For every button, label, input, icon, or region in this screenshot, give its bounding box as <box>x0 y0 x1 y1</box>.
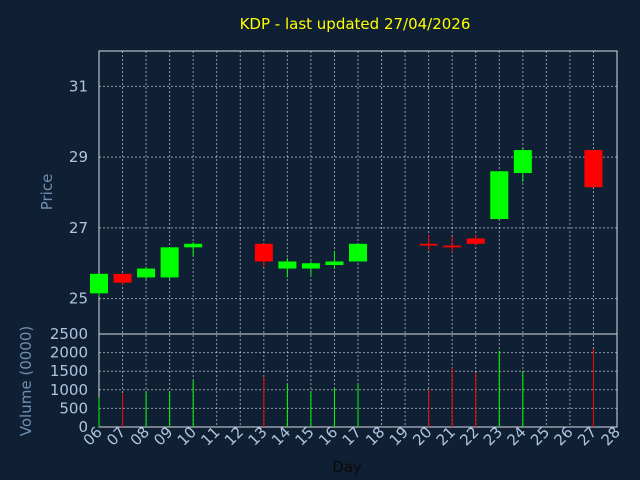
volume-tick-label: 1500 <box>50 362 88 380</box>
price-tick-label: 29 <box>69 148 88 166</box>
candle-body <box>466 238 485 244</box>
volume-tick-label: 2000 <box>50 344 88 362</box>
price-tick-label: 25 <box>69 290 88 308</box>
volume-series <box>98 348 594 427</box>
candle-body <box>184 243 203 248</box>
candle-body <box>349 243 367 262</box>
price-tick-label: 27 <box>69 219 88 237</box>
candle-body <box>584 150 603 188</box>
candle-body <box>301 263 320 269</box>
price-tick-label: 31 <box>69 77 88 95</box>
candle-body <box>513 150 532 174</box>
chart-title: KDP - last updated 27/04/2026 <box>240 15 471 33</box>
candle-body <box>325 261 344 266</box>
candle-body <box>443 245 462 248</box>
candle-body <box>160 247 179 278</box>
day-axis-label: Day <box>332 458 362 476</box>
volume-tick-label: 500 <box>59 399 88 417</box>
volume-tick-label: 2500 <box>50 325 88 343</box>
candle-body <box>278 261 297 269</box>
candle-body <box>113 273 132 283</box>
price-axis-label: Price <box>38 174 56 211</box>
candle-body <box>254 243 273 262</box>
volume-axis-label: Volume (0000) <box>17 326 35 436</box>
candle-body <box>490 171 509 220</box>
candle-body <box>137 268 156 278</box>
volume-tick-label: 1000 <box>50 381 88 399</box>
volume-tick-label: 0 <box>78 418 88 436</box>
candle-series <box>90 148 603 297</box>
candle-body <box>90 273 108 294</box>
candle-body <box>419 243 438 246</box>
